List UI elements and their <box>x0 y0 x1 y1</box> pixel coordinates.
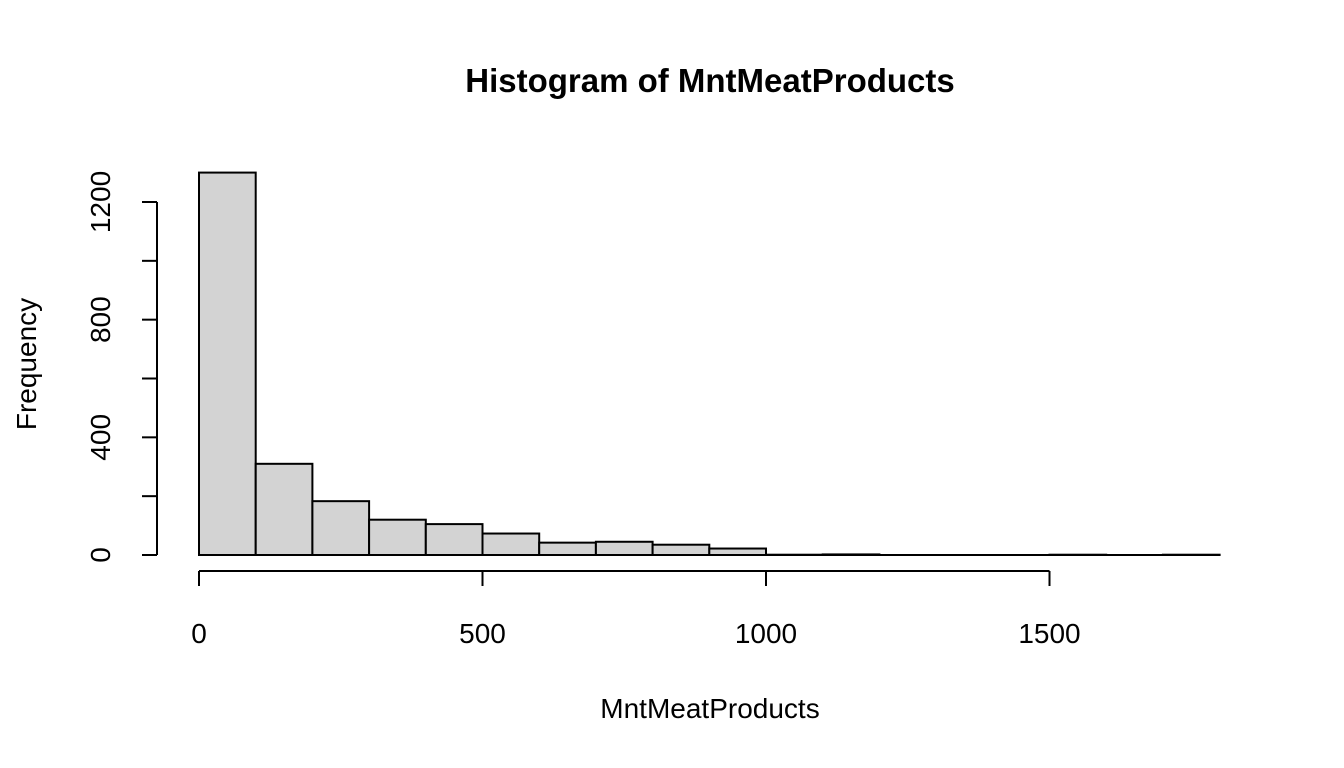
bars-group <box>198 171 1221 557</box>
y-axis: 0 400 800 1200 <box>85 171 158 563</box>
histogram-bar <box>538 541 597 557</box>
x-axis: 0 500 1000 1500 <box>191 570 1081 649</box>
histogram-bar <box>594 540 654 557</box>
histogram-bar <box>424 523 484 556</box>
x-axis-label: MntMeatProducts <box>600 693 819 724</box>
x-tick-label: 1500 <box>1018 618 1080 649</box>
histogram-bar <box>311 500 371 557</box>
y-tick-label: 0 <box>85 547 116 563</box>
histogram-bar <box>254 462 314 556</box>
x-tick-label: 1000 <box>735 618 797 649</box>
chart-title: Histogram of MntMeatProducts <box>465 62 955 99</box>
histogram-bar <box>651 543 711 556</box>
y-axis-label: Frequency <box>11 298 42 430</box>
x-tick-label: 500 <box>459 618 506 649</box>
y-tick-label: 800 <box>85 296 116 343</box>
y-tick-label: 400 <box>85 414 116 461</box>
histogram-bar <box>198 171 257 556</box>
y-tick-label: 1200 <box>85 171 116 233</box>
histogram-bar <box>368 518 427 557</box>
histogram-bar <box>481 532 541 556</box>
x-tick-label: 0 <box>191 618 207 649</box>
